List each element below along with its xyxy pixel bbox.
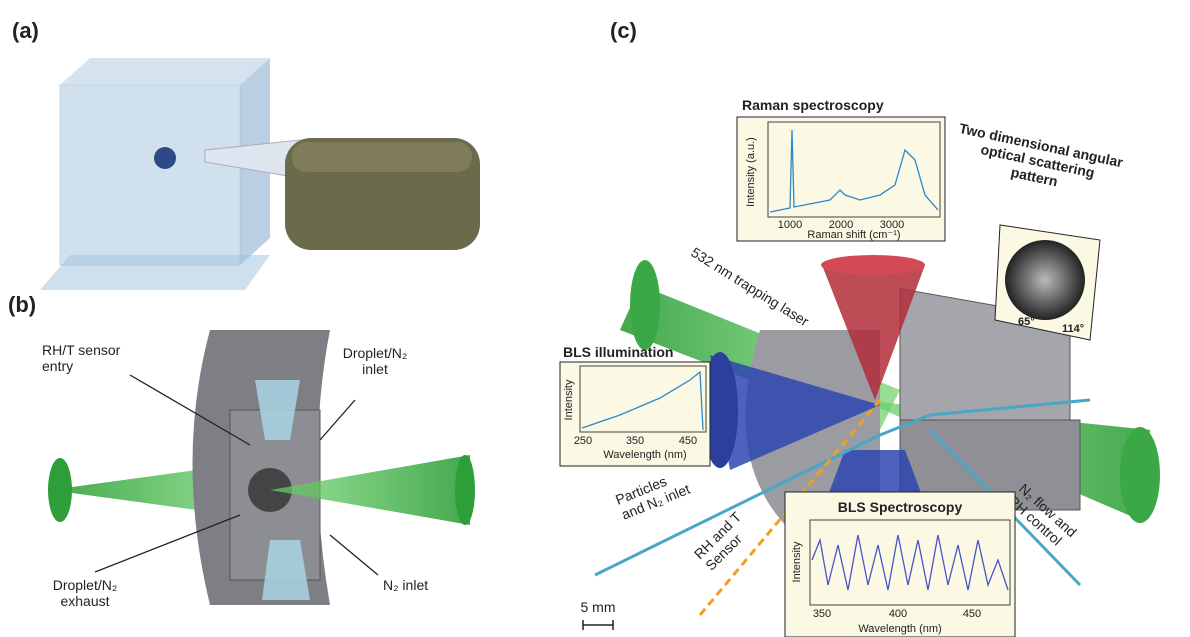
laser-end bbox=[455, 455, 475, 525]
cube bbox=[60, 85, 240, 265]
callout-line bbox=[320, 400, 355, 440]
y-axis-label: Intensity bbox=[563, 379, 575, 420]
cone-end bbox=[821, 255, 925, 275]
inset-title: BLS Spectroscopy bbox=[838, 499, 963, 515]
x-tick-label: 350 bbox=[626, 435, 644, 447]
laser-end bbox=[48, 458, 72, 522]
panel-a: (a) bbox=[12, 18, 480, 290]
callout-line bbox=[330, 535, 378, 575]
x-axis-label: Raman shift (cm⁻¹) bbox=[807, 229, 900, 241]
x-axis-label: Wavelength (nm) bbox=[858, 623, 941, 635]
annotation: RH and TSensor bbox=[691, 508, 756, 573]
x-tick-label: 400 bbox=[889, 608, 907, 620]
cube-top bbox=[60, 58, 270, 85]
panel-c: (c) Raman spectroscopy Intensity (a.u.) … bbox=[560, 18, 1160, 637]
scale-label: 5 mm bbox=[581, 599, 616, 615]
text-line: Droplet/N₂ bbox=[343, 345, 408, 361]
figure: (a) (b) RH/T sensorentry Droplet/N₂inlet… bbox=[0, 0, 1190, 637]
panel-label: (a) bbox=[12, 18, 39, 43]
sample bbox=[154, 147, 176, 169]
text-line: RH/T sensor bbox=[42, 342, 121, 358]
x-tick-label: 1000 bbox=[778, 219, 802, 231]
x-axis-label: Wavelength (nm) bbox=[603, 449, 686, 461]
y-axis-label: Intensity (a.u.) bbox=[745, 137, 757, 207]
annotation: Particlesand N₂ inlet bbox=[613, 466, 692, 523]
text-line: N₂ inlet bbox=[383, 577, 428, 593]
x-tick-label: 350 bbox=[813, 608, 831, 620]
camera-highlight bbox=[292, 142, 472, 172]
panel-label: (c) bbox=[610, 18, 637, 43]
inset-title: Raman spectroscopy bbox=[742, 97, 884, 113]
scale-bar bbox=[583, 620, 613, 630]
laser-end bbox=[1120, 427, 1160, 523]
inset-title: BLS illumination bbox=[563, 344, 673, 360]
laser-end bbox=[630, 260, 660, 350]
text-line: exhaust bbox=[60, 593, 109, 609]
y-axis-label: Intensity bbox=[791, 541, 803, 582]
inset-title: Two dimensional angularoptical scatterin… bbox=[951, 120, 1125, 202]
angle-label: 65° bbox=[1018, 316, 1035, 328]
x-tick-label: 450 bbox=[679, 435, 697, 447]
angle-label: 114° bbox=[1062, 323, 1084, 335]
scatter-image bbox=[1005, 240, 1085, 320]
callout: N₂ inlet bbox=[383, 577, 428, 593]
x-tick-label: 450 bbox=[963, 608, 981, 620]
panel-label: (b) bbox=[8, 292, 36, 317]
text-line: Droplet/N₂ bbox=[53, 577, 118, 593]
text-line: inlet bbox=[362, 361, 388, 377]
x-tick-label: 250 bbox=[574, 435, 592, 447]
text-line: entry bbox=[42, 358, 73, 374]
